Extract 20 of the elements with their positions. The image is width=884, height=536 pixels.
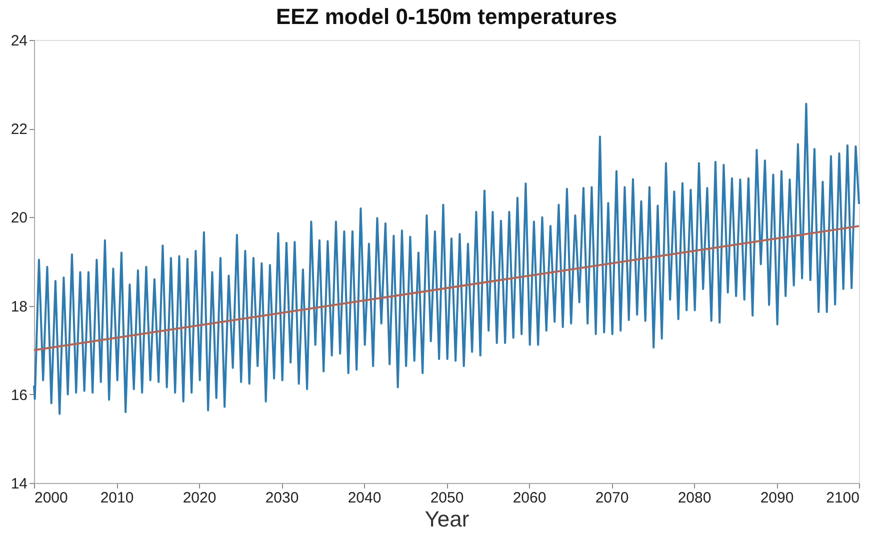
y-tick-label: 20 xyxy=(10,210,28,227)
x-tick-label: 2050 xyxy=(430,490,464,506)
chart-title: EEZ model 0-150m temperatures xyxy=(276,4,618,29)
y-tick-label: 14 xyxy=(10,476,28,492)
line-series xyxy=(33,102,860,415)
x-tick-label: 2030 xyxy=(265,490,299,506)
x-tick-label: 2000 xyxy=(34,490,68,506)
y-tick-label: 22 xyxy=(10,121,28,138)
x-tick-label: 2090 xyxy=(760,490,794,506)
y-tick-label: 16 xyxy=(10,386,28,404)
x-tick-label: 2070 xyxy=(595,490,629,506)
x-axis-title: Year xyxy=(424,506,470,532)
x-tick-label: 2060 xyxy=(512,490,546,506)
x-tick-label: 2040 xyxy=(348,490,382,506)
x-tick-label: 2080 xyxy=(678,490,712,506)
x-tick-label: 2100 xyxy=(826,490,860,506)
y-tick-label: 18 xyxy=(10,298,28,316)
x-tick-label: 2020 xyxy=(182,490,216,506)
x-tick-label: 2010 xyxy=(100,490,134,506)
y-tick-label: 24 xyxy=(10,32,28,50)
